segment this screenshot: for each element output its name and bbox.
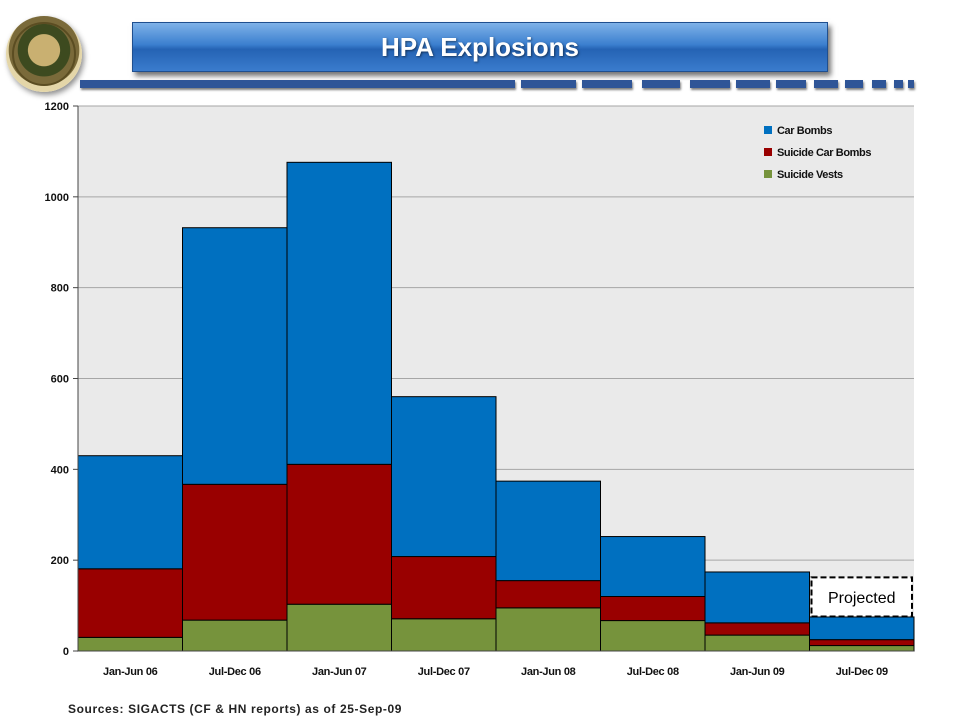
x-tick-label: Jul-Dec 09 [836, 666, 888, 678]
bar-segment [286, 603, 392, 652]
x-tick-label: Jan-Jun 07 [312, 666, 367, 678]
bar-segment [600, 596, 706, 622]
legend-label: Suicide Vests [777, 169, 843, 181]
x-tick-label: Jul-Dec 07 [418, 666, 470, 678]
y-tick-label: 400 [51, 464, 69, 476]
y-tick-label: 0 [63, 646, 69, 658]
y-tick-label: 1200 [45, 101, 69, 113]
x-tick-label: Jan-Jun 06 [103, 666, 158, 678]
bar-segment [182, 483, 288, 621]
y-tick-label: 800 [51, 283, 69, 295]
y-tick-label: 1000 [45, 192, 69, 204]
decorative-dash [582, 80, 632, 88]
x-tick-label: Jul-Dec 06 [209, 666, 261, 678]
bar-segment [391, 556, 497, 620]
bar-segment [600, 536, 706, 597]
bar-segment [77, 455, 183, 570]
y-tick-label: 600 [51, 374, 69, 386]
decorative-dash [908, 80, 914, 88]
x-tick-label: Jan-Jun 08 [521, 666, 576, 678]
sources-note: Sources: SIGACTS (CF & HN reports) as of… [68, 702, 403, 716]
bar-segment [286, 463, 392, 605]
decorative-dash [845, 80, 863, 88]
bar-segment [182, 619, 288, 652]
decorative-dash [776, 80, 806, 88]
decorative-dash [872, 80, 886, 88]
decorative-dash [521, 80, 576, 88]
bar-segment [809, 616, 915, 641]
bar-segment [809, 645, 915, 652]
legend-label: Suicide Car Bombs [777, 147, 871, 159]
bar-segment [391, 618, 497, 652]
bar-segment [809, 639, 915, 647]
decorative-dash [894, 80, 903, 88]
decorative-dash [814, 80, 838, 88]
legend-label: Car Bombs [777, 125, 832, 137]
bar-segment [600, 620, 706, 652]
x-tick-label: Jan-Jun 09 [730, 666, 785, 678]
bar-segment [704, 571, 810, 624]
projected-box [810, 576, 913, 618]
bar-segment [495, 607, 601, 652]
bar-segment [391, 396, 497, 558]
bar-segment [77, 636, 183, 652]
legend-swatch [764, 126, 772, 134]
x-tick-label: Jul-Dec 08 [627, 666, 679, 678]
multi-national-force-iraq-seal [6, 16, 82, 92]
legend-swatch [764, 170, 772, 178]
decorative-dash [642, 80, 680, 88]
bar-segment [77, 568, 183, 638]
page-title: HPA Explosions [381, 31, 579, 62]
title-banner: HPA Explosions [132, 22, 828, 72]
decorative-dash [736, 80, 770, 88]
legend-swatch [764, 148, 772, 156]
decorative-dash [690, 80, 730, 88]
bar-segment [704, 622, 810, 636]
bar-segment [286, 161, 392, 465]
bar-segment [182, 227, 288, 485]
decorative-dash [80, 80, 515, 88]
y-tick-label: 200 [51, 555, 69, 567]
bar-segment [704, 634, 810, 652]
bar-segment [495, 580, 601, 609]
projected-label: Projected [828, 590, 896, 607]
bar-segment [495, 480, 601, 582]
